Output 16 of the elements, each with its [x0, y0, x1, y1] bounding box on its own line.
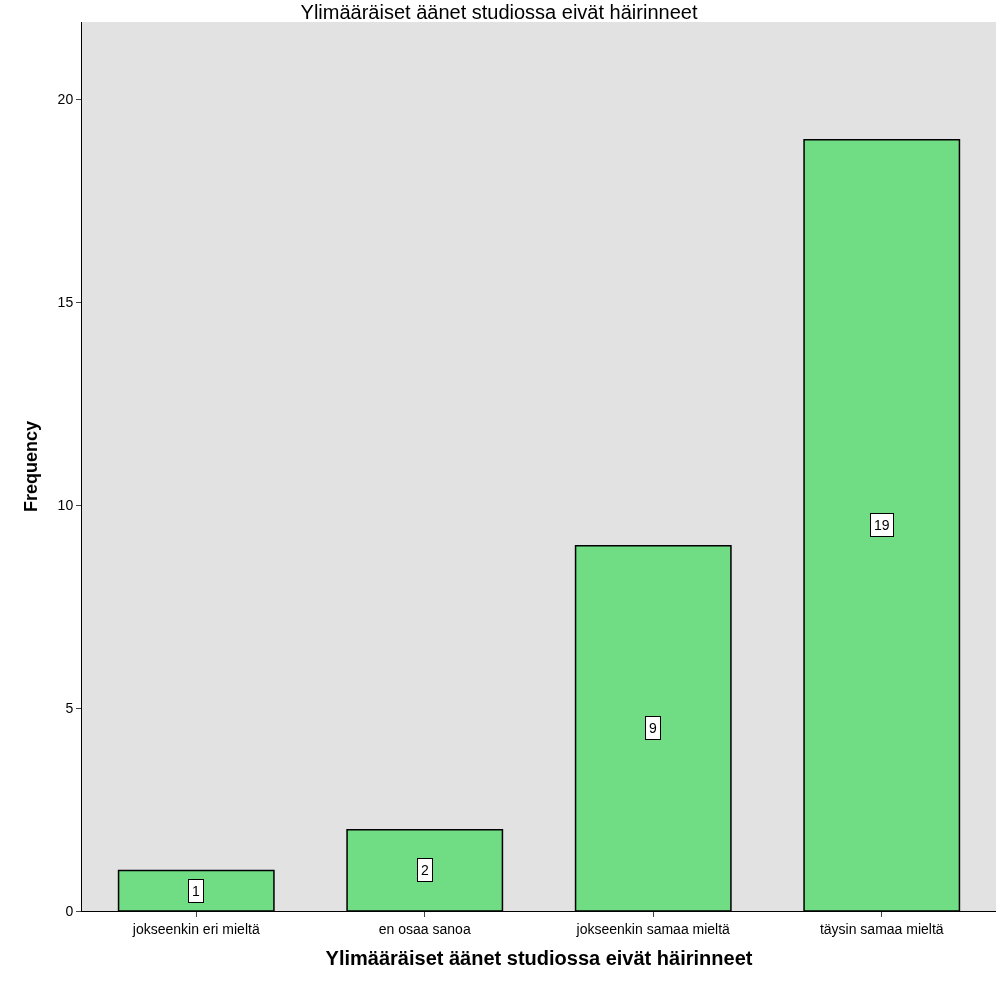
data-label: 9 [649, 720, 657, 736]
data-label: 1 [192, 883, 200, 899]
y-tick-label: 5 [65, 699, 74, 716]
y-tick-label: 0 [65, 902, 74, 919]
y-tick-label: 20 [57, 91, 74, 108]
x-tick-label: jokseenkin samaa mieltä [575, 920, 731, 937]
data-label: 2 [421, 862, 429, 878]
y-tick-label: 10 [57, 496, 74, 513]
y-axis-title: Frequency [20, 420, 41, 513]
x-tick-label: täysin samaa mieltä [819, 920, 944, 937]
chart-title: Ylimääräiset äänet studiossa eivät häirinneet [300, 1, 698, 24]
data-label: 19 [874, 517, 890, 533]
y-tick-label: 15 [57, 294, 74, 310]
x-tick-label: jokseenkin eri mieltä [131, 920, 260, 937]
x-axis-title: Ylimääräiset äänet studiossa eivät häirinneet [325, 947, 753, 970]
x-tick-label: en osaa sanoa [378, 920, 471, 937]
